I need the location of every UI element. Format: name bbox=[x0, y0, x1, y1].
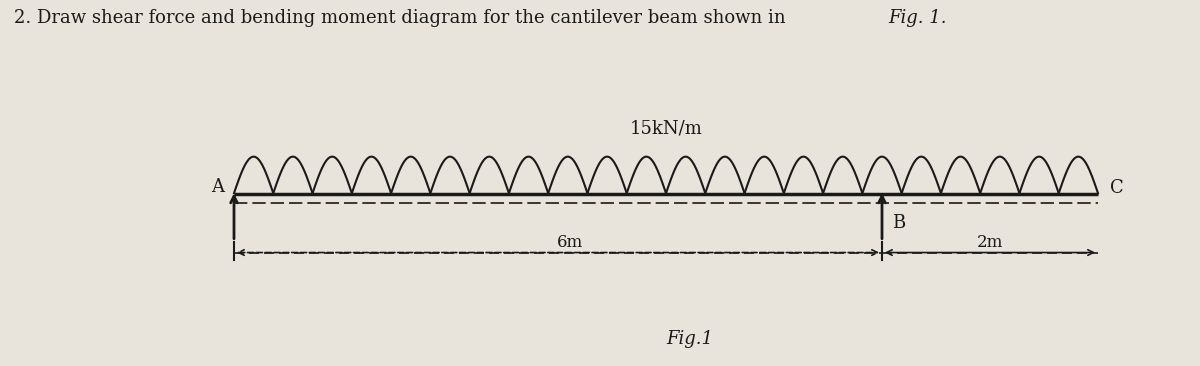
Text: 6m: 6m bbox=[557, 234, 583, 251]
Text: C: C bbox=[1110, 179, 1123, 198]
Text: 2. Draw shear force and bending moment diagram for the cantilever beam shown in: 2. Draw shear force and bending moment d… bbox=[14, 9, 792, 27]
Text: B: B bbox=[892, 214, 905, 232]
Text: Fig.1: Fig.1 bbox=[666, 330, 714, 348]
Text: 2m: 2m bbox=[977, 234, 1003, 251]
Text: Fig. 1.: Fig. 1. bbox=[888, 9, 947, 27]
Text: 15kN/m: 15kN/m bbox=[630, 119, 702, 137]
Text: A: A bbox=[211, 178, 224, 196]
